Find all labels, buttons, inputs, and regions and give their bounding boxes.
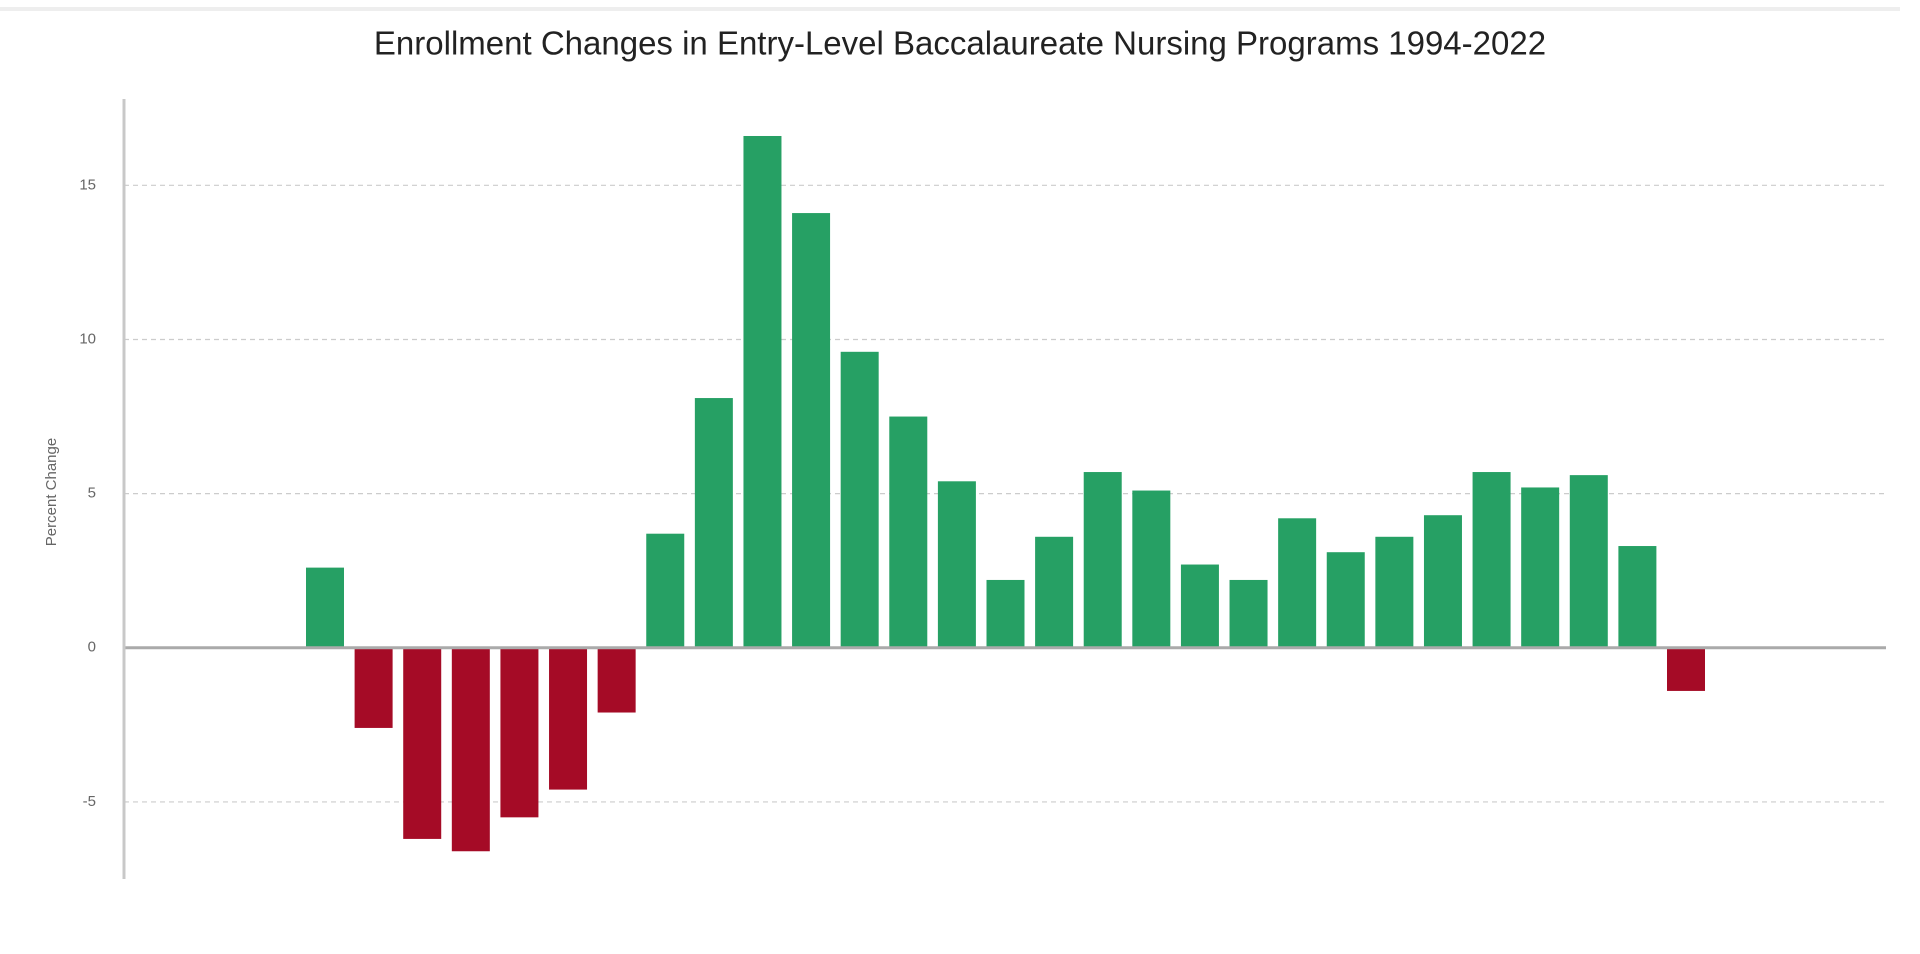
- bar: [646, 533, 685, 648]
- y-tick-label: 5: [88, 485, 96, 502]
- bar: [1569, 475, 1608, 648]
- bar: [694, 398, 733, 648]
- bar: [840, 351, 879, 648]
- bar: [500, 647, 539, 818]
- bar: [889, 416, 928, 648]
- bar: [1278, 518, 1317, 648]
- y-tick-label: -5: [83, 793, 96, 810]
- bar: [451, 647, 490, 852]
- bar: [1035, 536, 1074, 648]
- y-axis-label: Percent Change: [43, 438, 60, 546]
- chart-title: Enrollment Changes in Entry-Level Baccal…: [374, 25, 1546, 62]
- y-tick-label: 0: [88, 639, 96, 656]
- bar: [1229, 579, 1268, 648]
- bar: [1375, 536, 1414, 648]
- bar: [1083, 472, 1122, 648]
- bar: [1132, 490, 1171, 648]
- y-tick-label: 15: [79, 176, 96, 193]
- bar: [306, 567, 344, 648]
- bar: [743, 135, 782, 648]
- bar: [1618, 546, 1657, 648]
- bar: [1521, 487, 1560, 648]
- bar: [1326, 552, 1365, 648]
- bar: [937, 481, 976, 648]
- bar: [354, 647, 393, 728]
- bar: [1180, 564, 1219, 648]
- bar: [597, 647, 636, 713]
- bar: [403, 647, 442, 839]
- bar: [1423, 515, 1462, 648]
- bar: [1472, 472, 1511, 648]
- bar: [1667, 647, 1705, 691]
- bar: [792, 213, 831, 648]
- bar: [986, 579, 1025, 648]
- y-tick-label: 10: [79, 330, 96, 347]
- bar: [549, 647, 588, 790]
